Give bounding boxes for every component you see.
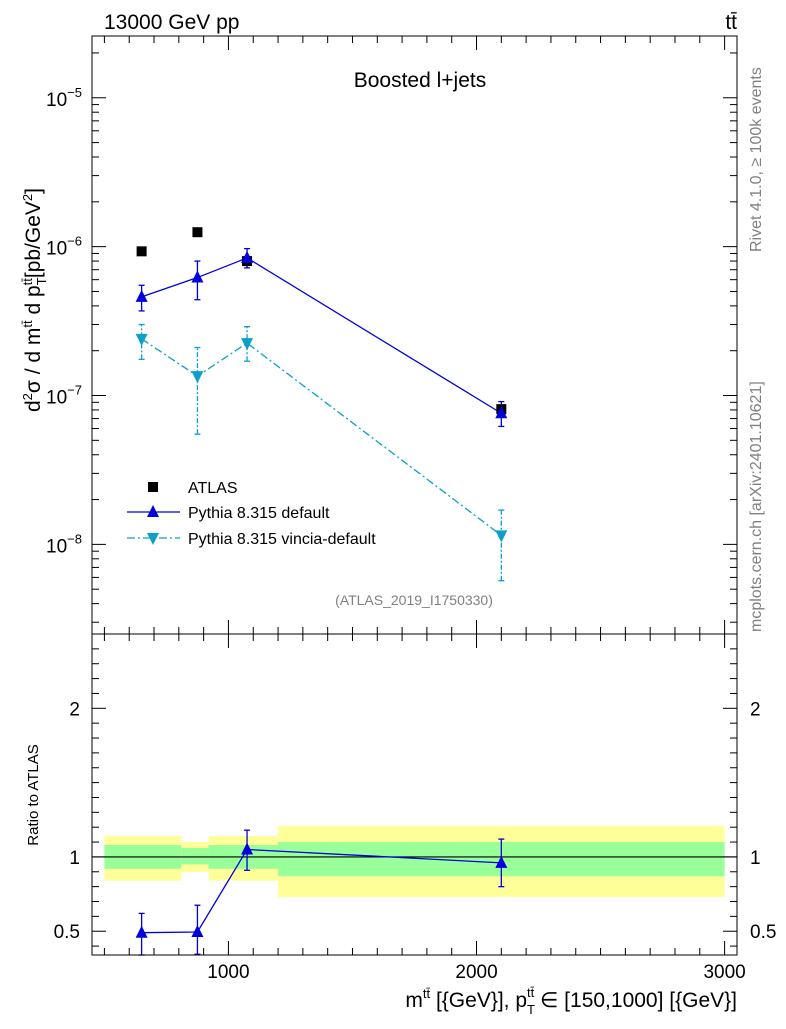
ratio-point [241,842,254,855]
ratio-band-inner [181,848,209,865]
svg-text:mtt̄ [{GeV}], pTtt̄ ∈ [150,100: mtt̄ [{GeV}], pTtt̄ ∈ [150,1000] [{GeV}] [405,985,737,1017]
atlas-point [136,246,147,257]
legend: ATLAS Pythia 8.315 default Pythia 8.315 vi… [127,480,376,548]
y-tick-label: 10−7 [46,383,82,409]
x-tick-label: 2000 [455,962,497,983]
main-panel: Boosted l+jets (ATLAS_2019_I1750330) 10−… [20,35,738,635]
legend-marker [147,505,159,517]
x-tick-label: 3000 [703,962,745,983]
rivet-label: Rivet 4.1.0, ≥ 100k events [748,67,765,252]
legend-marker [147,533,159,545]
ratio-y-tick-label: 0.5 [54,922,80,943]
analysis-id: (ATLAS_2019_I1750330) [335,592,493,608]
vincia-point [135,333,148,346]
pythia-default-point [135,289,148,302]
ratio-pythia-line [141,848,502,934]
legend-label: Pythia 8.315 vincia-default [188,531,376,548]
ratio-y-tick-label-right: 2 [750,699,761,720]
chart-title: Boosted l+jets [354,69,487,92]
y-tick-label: 10−5 [46,85,82,111]
ratio-frame [91,633,738,956]
vincia-point [241,338,254,351]
pythia-default-point [241,250,254,263]
vincia-point [191,371,204,384]
x-tick-label: 1000 [207,962,249,983]
atlas-point [192,227,203,238]
process-label: tt̄ [725,11,737,34]
ratio-panel: 2 2 1 1 0.5 0.5 1000 2000 3000 Ratio to ATLAS [25,633,776,983]
ratio-y-tick-label: 2 [69,699,80,720]
legend-label: Pythia 8.315 default [188,505,330,522]
pythia-default-line [141,257,502,414]
ratio-y-tick-label-right: 1 [750,848,761,869]
pythia-default-point [191,270,204,283]
y-tick-label: 10−6 [46,234,82,260]
ratio-y-tick-label-right: 0.5 [750,922,776,943]
ratio-y-tick-label: 1 [69,848,80,869]
vincia-point [495,530,508,543]
legend-marker [148,482,158,492]
y-tick-label: 10−8 [46,531,82,557]
pythia-default-point [495,406,508,419]
energy-label: 13000 GeV pp [104,11,239,34]
vincia-line [141,338,502,536]
ratio-point [495,855,508,868]
legend-label: ATLAS [188,480,238,497]
mcplots-label: mcplots.cern.ch [arXiv:2401.10621] [748,381,765,632]
ratio-point [191,924,204,937]
ratio-y-label: Ratio to ATLAS [25,744,42,845]
x-axis-label: mtt̄ [{GeV}], pTtt̄ ∈ [150,1000] [{GeV}] [405,985,737,1017]
svg-text:d2σ / d mtt̄ d pTtt̄[pb/GeV2]: d2σ / d mtt̄ d pTtt̄[pb/GeV2] [20,188,49,412]
y-axis-label: d2σ / d mtt̄ d pTtt̄[pb/GeV2] [20,188,49,412]
ratio-point [135,925,148,938]
